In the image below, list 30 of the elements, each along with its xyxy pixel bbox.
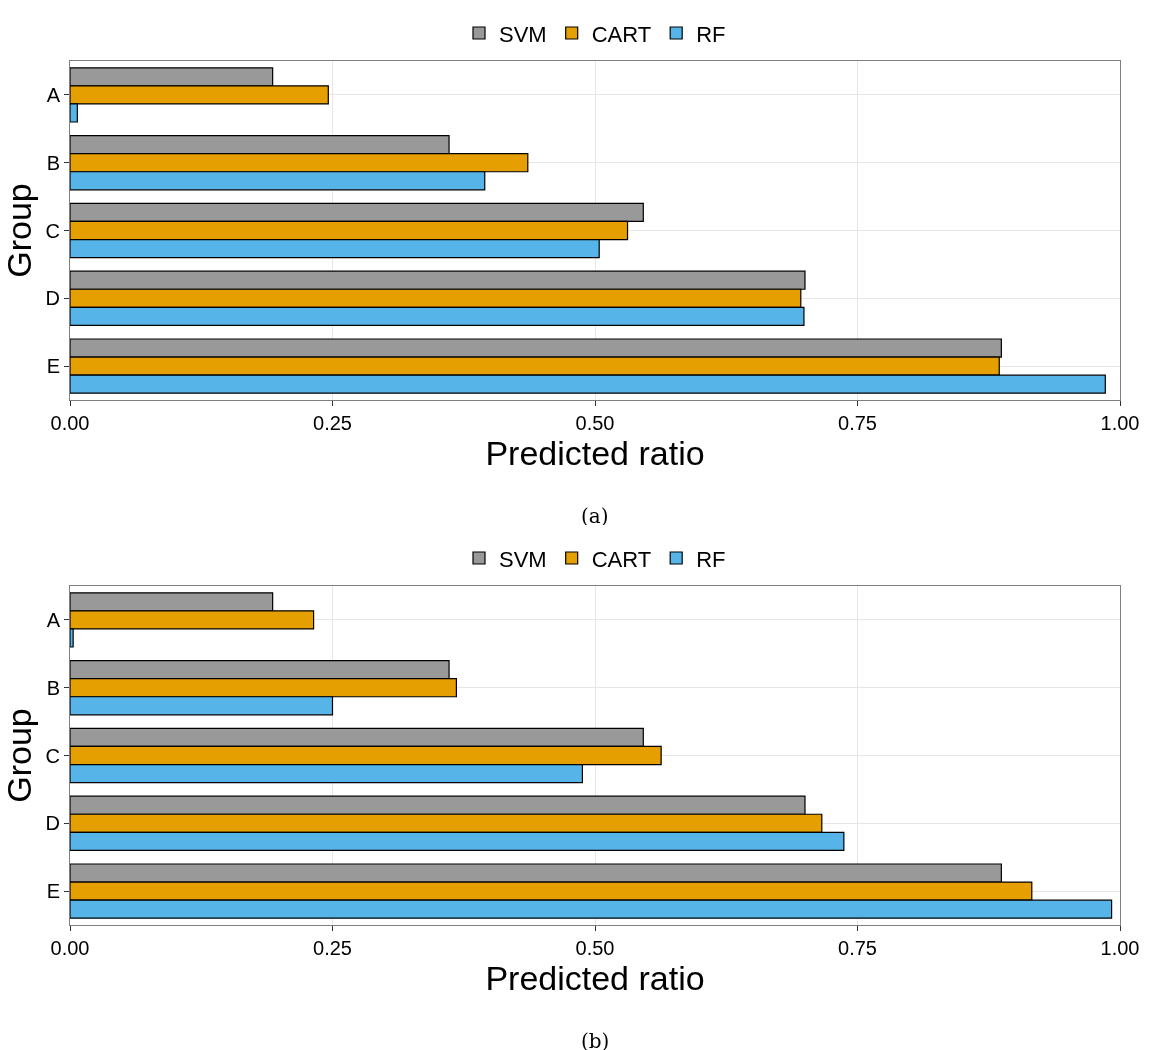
y-tick-label: E bbox=[46, 355, 60, 378]
legend-label: CART bbox=[591, 21, 652, 47]
x-tick-label: 0.25 bbox=[313, 412, 352, 434]
y-tick-label: C bbox=[45, 219, 60, 242]
x-tick-label: 1.00 bbox=[1100, 412, 1140, 434]
x-tick-label: 0.00 bbox=[50, 937, 90, 959]
y-tick-label: D bbox=[45, 287, 60, 310]
legend-label: SVM bbox=[499, 21, 547, 47]
legend-label: SVM bbox=[499, 546, 547, 572]
legend-label: RF bbox=[696, 546, 726, 572]
x-tick-label: 0.00 bbox=[50, 412, 90, 434]
x-tick-label: 0.50 bbox=[575, 937, 615, 959]
y-tick-label: B bbox=[46, 151, 60, 174]
y-tick-label: E bbox=[46, 880, 60, 903]
y-tick-label: B bbox=[46, 676, 60, 699]
legend-label: CART bbox=[591, 546, 652, 572]
x-axis-title: Predicted ratio bbox=[485, 959, 705, 998]
x-tick-label: 0.25 bbox=[313, 937, 352, 959]
x-tick-label: 0.75 bbox=[838, 937, 877, 959]
y-axis-title: Group bbox=[0, 708, 38, 803]
x-tick-label: 0.75 bbox=[838, 412, 877, 434]
y-tick-label: D bbox=[45, 812, 60, 835]
x-tick-label: 1.00 bbox=[1100, 937, 1140, 959]
y-tick-label: A bbox=[46, 608, 61, 631]
y-tick-label: C bbox=[45, 744, 60, 767]
y-tick-label: A bbox=[46, 83, 61, 106]
y-axis-title: Group bbox=[0, 183, 38, 278]
x-axis-title: Predicted ratio bbox=[485, 434, 705, 473]
legend-label: RF bbox=[696, 21, 726, 47]
x-tick-label: 0.50 bbox=[575, 412, 615, 434]
